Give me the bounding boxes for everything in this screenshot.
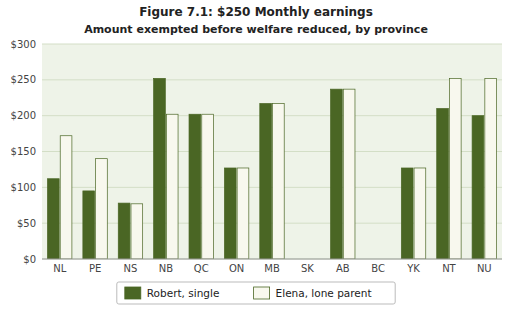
bar bbox=[273, 103, 285, 259]
bar bbox=[83, 191, 95, 259]
legend-frame bbox=[117, 282, 395, 304]
bar bbox=[401, 168, 413, 259]
bars bbox=[47, 78, 496, 259]
legend-swatch bbox=[254, 287, 270, 299]
plot-area bbox=[42, 44, 502, 259]
legend-swatch bbox=[125, 287, 141, 299]
x-tick-label: ON bbox=[229, 263, 244, 274]
grid-line bbox=[42, 115, 502, 116]
bar bbox=[154, 78, 166, 259]
x-tick-label: MB bbox=[264, 263, 280, 274]
x-tick-label: QC bbox=[194, 263, 209, 274]
legend-label: Robert, single bbox=[147, 287, 220, 299]
bar bbox=[237, 168, 249, 259]
x-tick-label: NS bbox=[124, 263, 138, 274]
x-tick-label: AB bbox=[336, 263, 350, 274]
bar bbox=[331, 89, 343, 259]
bar bbox=[131, 204, 143, 259]
grid-line bbox=[42, 151, 502, 152]
subtitle: Amount exempted before welfare reduced, … bbox=[84, 23, 428, 36]
x-tick-label: NU bbox=[477, 263, 492, 274]
y-tick-label: $50 bbox=[17, 218, 36, 229]
bar bbox=[343, 89, 355, 259]
legend-label: Elena, lone parent bbox=[276, 287, 372, 299]
bar bbox=[260, 103, 272, 259]
bar bbox=[472, 116, 484, 259]
grid-line bbox=[42, 79, 502, 80]
x-tick-label: NB bbox=[159, 263, 173, 274]
bar bbox=[166, 114, 178, 259]
y-tick-label: $200 bbox=[11, 110, 36, 121]
x-tick-label: BC bbox=[371, 263, 385, 274]
title: Figure 7.1: $250 Monthly earnings bbox=[139, 5, 373, 19]
bar bbox=[60, 136, 72, 259]
y-tick-label: $150 bbox=[11, 146, 36, 157]
bar bbox=[96, 159, 108, 259]
x-tick-label: NL bbox=[53, 263, 66, 274]
bar bbox=[47, 179, 59, 259]
y-tick-label: $100 bbox=[11, 182, 36, 193]
y-tick-label: $250 bbox=[11, 74, 36, 85]
x-tick-label: NT bbox=[442, 263, 456, 274]
grid-line bbox=[42, 259, 502, 260]
chart: Figure 7.1: $250 Monthly earnings Amount … bbox=[0, 0, 512, 309]
x-tick-label: PE bbox=[89, 263, 101, 274]
legend: Robert, single Elena, lone parent bbox=[117, 282, 395, 304]
y-tick-label: $0 bbox=[23, 254, 36, 265]
x-tick-label: SK bbox=[301, 263, 314, 274]
bar bbox=[449, 78, 461, 259]
bar bbox=[189, 114, 201, 259]
bar bbox=[437, 109, 449, 260]
bar bbox=[202, 114, 214, 259]
x-axis-line bbox=[42, 259, 502, 260]
bar bbox=[118, 203, 130, 259]
grid-line bbox=[42, 187, 502, 188]
x-tick-label: YK bbox=[406, 263, 420, 274]
bar bbox=[485, 78, 497, 259]
grid-line bbox=[42, 44, 502, 45]
bar bbox=[414, 168, 426, 259]
bar bbox=[224, 168, 236, 259]
grid-line bbox=[42, 223, 502, 224]
y-tick-label: $300 bbox=[11, 39, 36, 50]
